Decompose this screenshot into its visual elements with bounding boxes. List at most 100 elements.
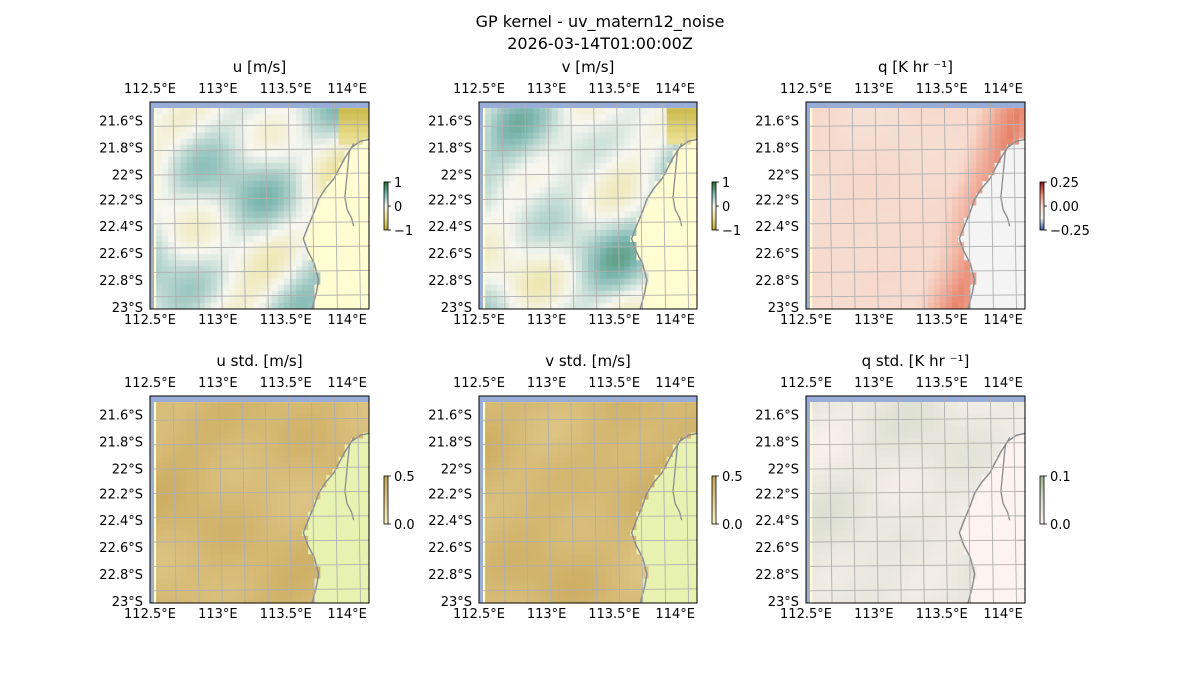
map-panel-1: u [m/s]112.5°E112.5°E113°E113°E113.5°E11…	[99, 58, 413, 328]
colorbar: 1 0 −1	[711, 176, 741, 239]
lat-tick-label: 23°S	[441, 301, 472, 316]
colorbar-tick-label: 1	[394, 176, 402, 191]
graticule	[150, 102, 369, 309]
panel-title: u [m/s]	[233, 58, 286, 76]
lat-tick-label: 21.8°S	[755, 142, 799, 157]
lat-tick-label: 23°S	[441, 595, 472, 610]
lon-tick-label-bottom: 114°E	[655, 607, 695, 622]
lon-tick-label-bottom: 114°E	[327, 313, 367, 328]
lat-tick-label: 22.2°S	[755, 193, 799, 208]
lat-tick-label: 22°S	[768, 168, 799, 183]
heatmap-cells	[150, 102, 369, 309]
axes-frame	[478, 101, 698, 310]
lat-tick-label: 21.6°S	[99, 409, 143, 424]
panel-title: q [K hr ⁻¹]	[878, 58, 953, 76]
lon-tick-label-top: 114°E	[983, 376, 1023, 391]
axes-frame	[149, 395, 370, 604]
lat-tick-label: 22.2°S	[428, 193, 472, 208]
lat-tick-label: 23°S	[768, 301, 799, 316]
lon-tick-label-bottom: 113°E	[198, 607, 238, 622]
axes-frame	[805, 395, 1026, 604]
lat-tick-label: 22.6°S	[99, 541, 143, 556]
colorbar-tick-label: 0	[394, 200, 402, 215]
lon-tick-label-top: 112.5°E	[453, 376, 505, 391]
lat-tick-label: 22.6°S	[428, 247, 472, 262]
axes-frame	[149, 101, 370, 310]
lon-tick-label-top: 113.5°E	[588, 376, 640, 391]
colorbar: 0.5 0.0	[383, 470, 415, 533]
lon-tick-label-bottom: 113°E	[527, 607, 567, 622]
lat-tick-label: 22.8°S	[99, 274, 143, 289]
lon-tick-label-top: 114°E	[655, 376, 695, 391]
lat-tick-label: 22°S	[441, 462, 472, 477]
colorbar-tick-label: −0.25	[1050, 224, 1090, 239]
graticule	[806, 102, 1025, 309]
colorbar-tick-label: 0.00	[1050, 200, 1079, 215]
lat-tick-label: 21.6°S	[755, 115, 799, 130]
lat-tick-label: 22.8°S	[755, 274, 799, 289]
map-panel-3: q [K hr ⁻¹] 112.5°E 112.5°E 113°E 113°E 113.5…	[755, 58, 1090, 328]
coastline	[958, 432, 1025, 603]
lon-tick-label-top: 112.5°E	[124, 82, 176, 97]
lon-tick-label-top: 113°E	[198, 376, 238, 391]
lat-tick-label: 21.6°S	[428, 115, 472, 130]
panel-title: v [m/s]	[562, 58, 615, 76]
lon-tick-label-bottom: 113°E	[854, 607, 894, 622]
lon-tick-label-bottom: 113.5°E	[260, 313, 312, 328]
lon-tick-label-top: 114°E	[327, 82, 367, 97]
lat-tick-label: 22°S	[441, 168, 472, 183]
lat-tick-label: 22°S	[112, 462, 143, 477]
heatmap-cells	[806, 396, 1025, 603]
axes-frame	[805, 101, 1026, 310]
lon-tick-label-top: 113°E	[854, 376, 894, 391]
lon-tick-label-bottom: 112.5°E	[780, 313, 832, 328]
lon-tick-label-bottom: 113°E	[527, 313, 567, 328]
lat-tick-label: 22.6°S	[99, 247, 143, 262]
lon-tick-label-top: 113.5°E	[260, 82, 312, 97]
lon-tick-label-bottom: 113.5°E	[260, 607, 312, 622]
lat-tick-label: 21.8°S	[99, 436, 143, 451]
lat-tick-label: 23°S	[768, 595, 799, 610]
colorbar-tick-label: 0	[722, 200, 730, 215]
lon-tick-label-top: 113.5°E	[916, 376, 968, 391]
coastline	[958, 138, 1025, 309]
map-panel-2: v [m/s]112.5°E112.5°E113°E113°E113.5°E11…	[428, 58, 741, 328]
lat-tick-label: 22.8°S	[755, 568, 799, 583]
lon-tick-label-bottom: 113.5°E	[916, 313, 968, 328]
lat-tick-label: 21.6°S	[99, 115, 143, 130]
lat-tick-label: 22.4°S	[99, 220, 143, 235]
map-panel-4: u std. [m/s] 112.5°E 112.5°E 113°E 113°E 113.…	[99, 352, 414, 622]
figure-title: GP kernel - uv_matern12_noise	[475, 12, 725, 31]
heatmap-cells	[806, 102, 1025, 309]
colorbar-tick-label: 0.25	[1050, 176, 1079, 191]
lon-tick-label-bottom: 114°E	[327, 607, 367, 622]
lon-tick-label-top: 113°E	[198, 82, 238, 97]
colorbar-tick-label: 0.5	[722, 470, 743, 485]
lon-tick-label-top: 112.5°E	[453, 82, 505, 97]
lon-tick-label-top: 113.5°E	[260, 376, 312, 391]
heatmap-cells	[150, 396, 369, 603]
graticule	[479, 396, 697, 603]
colorbar: 0.1 0.0	[1039, 470, 1071, 533]
colorbar-tick-label: 0.0	[1050, 518, 1071, 533]
colorbar-tick-label: 1	[722, 176, 730, 191]
lon-tick-label-bottom: 113°E	[854, 313, 894, 328]
axes-frame	[478, 395, 698, 604]
lat-tick-label: 23°S	[112, 301, 143, 316]
lon-tick-label-top: 113.5°E	[916, 82, 968, 97]
graticule	[479, 102, 697, 309]
lon-tick-label-bottom: 114°E	[655, 313, 695, 328]
lat-tick-label: 22.4°S	[428, 514, 472, 529]
colorbar: 1 0 −1	[383, 176, 413, 239]
lon-tick-label-bottom: 112.5°E	[124, 607, 176, 622]
graticule	[150, 396, 369, 603]
lat-tick-label: 21.6°S	[428, 409, 472, 424]
lon-tick-label-bottom: 113.5°E	[588, 313, 640, 328]
coastline	[302, 138, 369, 309]
lat-tick-label: 22.2°S	[755, 487, 799, 502]
lon-tick-label-top: 114°E	[655, 82, 695, 97]
lon-tick-label-top: 113°E	[527, 376, 567, 391]
lat-tick-label: 22.2°S	[428, 487, 472, 502]
